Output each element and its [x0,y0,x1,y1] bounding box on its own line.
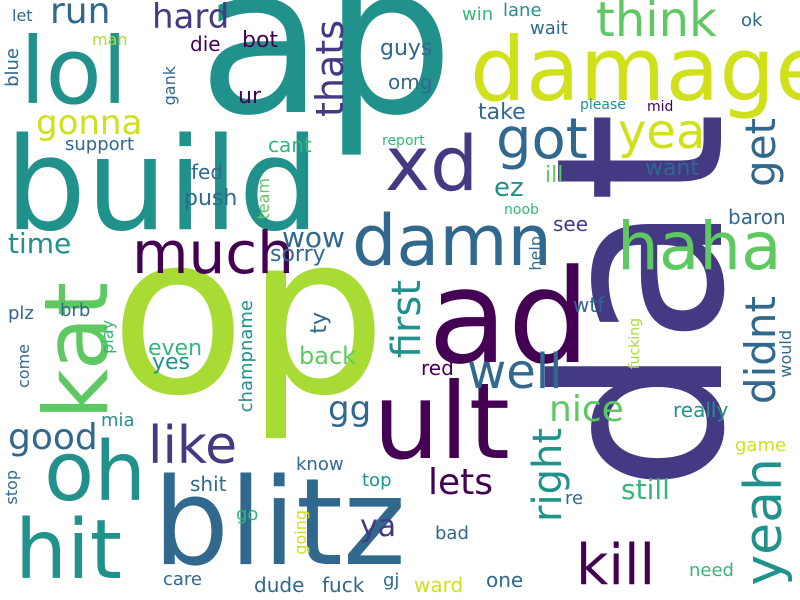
word-gank: gank [160,66,179,106]
word-play: play [98,320,117,354]
word-lane: lane [503,0,542,21]
word-ad: ad [428,241,591,393]
word-push: push [184,186,238,211]
word-ult: ult [373,361,510,483]
word-nice: nice [549,389,624,430]
word-back: back [299,342,357,370]
word-ward: ward [414,573,464,597]
word-ok: ok [741,10,763,31]
word-gg: gg [328,389,372,429]
word-brb: brb [60,300,91,321]
word-ya: ya [360,509,397,544]
word-oh: oh [44,425,147,520]
word-champname: champname [236,300,257,413]
word-think: think [596,0,717,48]
word-red: red [421,356,454,380]
word-top: top [362,470,392,491]
word-ap: ap [198,0,454,161]
word-shit: shit [190,472,227,496]
word-gonna: gonna [36,103,143,143]
word-damage: damage [470,18,800,121]
word-wait: wait [530,18,568,39]
word-going: going [291,510,310,555]
word-really: really [673,398,729,422]
word-still: still [621,473,670,506]
word-yea: yea [618,104,706,160]
word-please: please [580,97,626,113]
word-yeah: yeah [734,458,794,586]
word-ty: ty [307,312,332,334]
word-fuck: fuck [322,573,365,597]
word-go: go [236,504,259,525]
word-dude: dude [254,573,305,597]
word-noob: noob [504,202,539,218]
word-first: first [384,280,430,359]
word-ill: ill [545,163,564,188]
word-help: help [526,236,545,271]
word-bad: bad [435,523,469,544]
word-team: team [254,178,273,220]
word-got: got [496,107,588,172]
word-want: want [645,156,700,181]
word-one: one [486,568,524,592]
word-wtf: wtf [573,293,605,317]
word-let: let [12,6,33,25]
word-fed: fed [191,160,224,184]
word-well: well [467,344,563,400]
word-damn: damn [352,200,552,282]
word-care: care [163,569,203,590]
word-win: win [462,4,494,25]
word-bot: bot [242,28,279,53]
word-sorry: sorry [270,242,326,267]
word-hit: hit [15,503,122,598]
word-op: op [110,187,387,445]
word-time: time [8,227,72,260]
word-would: would [776,330,795,378]
word-kill: kill [576,533,656,598]
word-xd: xd [385,119,479,208]
word-gj: gj [383,570,400,591]
word-build: build [5,111,320,260]
word-lol: lol [20,18,128,125]
word-good: good [8,417,98,458]
word-right: right [525,428,571,522]
word-like: like [148,416,238,476]
word-die: die [190,32,221,56]
word-get: get [736,118,785,187]
word-guys: guys [380,36,433,61]
word-haha: haha [617,208,782,285]
word-come: come [14,344,33,389]
word-mia: mia [101,410,135,431]
word-ez: ez [494,173,524,203]
word-lets: lets [428,462,494,503]
word-much: much [132,219,294,287]
word-re: re [565,488,584,509]
word-omg: omg [388,70,433,94]
word-game: game [735,435,787,456]
word-need: need [689,560,734,581]
word-ur: ur [238,84,261,109]
word-know: know [296,454,344,475]
word-baron: baron [728,205,786,229]
word-plz: plz [8,303,34,324]
word-man: man [92,30,128,49]
word-yes: yes [152,350,191,375]
word-mid: mid [647,99,674,115]
word-run: run [50,0,111,32]
word-take: take [478,100,526,125]
word-wow: wow [282,221,345,254]
word-even: even [148,336,203,361]
word-fucking: fucking [627,318,643,370]
word-support: support [65,134,135,155]
word-blue: blue [2,48,23,87]
word-hard: hard [152,0,230,37]
word-thats: thats [308,20,352,117]
word-report: report [382,133,425,149]
word-blitz: blitz [153,454,406,593]
word-stop: stop [2,470,21,505]
word-see: see [553,212,589,236]
word-cant: cant [268,133,312,157]
